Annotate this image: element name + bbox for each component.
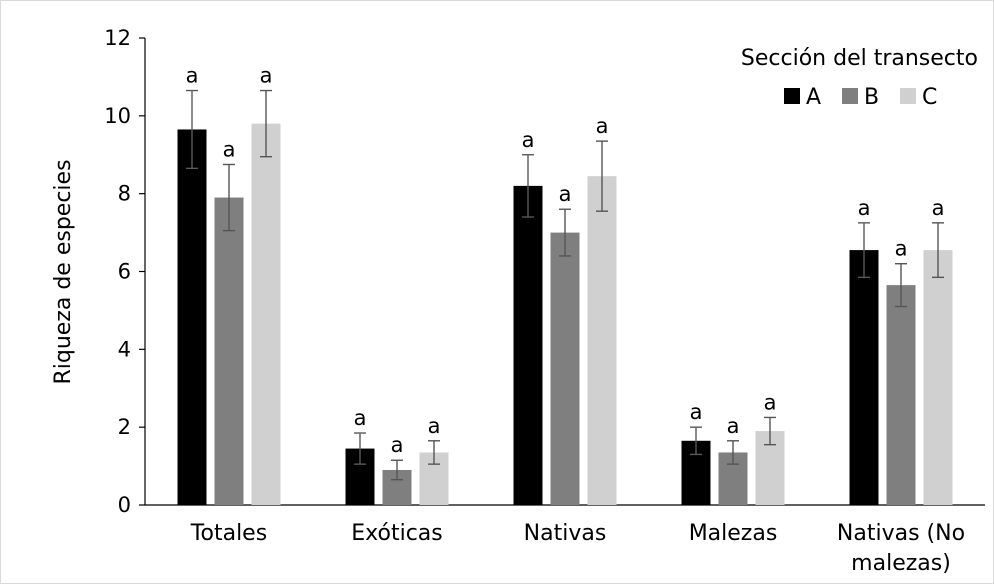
significance-label: a [559,182,572,206]
y-tick-label: 12 [104,26,131,50]
significance-label: a [727,414,740,438]
legend-swatch [784,88,800,104]
x-category-label: malezas) [851,551,951,576]
bar [886,285,916,505]
significance-label: a [223,137,236,161]
significance-label: a [354,406,367,430]
significance-label: a [391,433,404,457]
significance-label: a [260,64,273,88]
legend-label: A [806,85,821,110]
bar [923,250,953,505]
x-category-label: Nativas [524,521,607,546]
significance-label: a [690,400,703,424]
legend-swatch [842,88,858,104]
bar [550,232,580,506]
y-tick-label: 6 [118,260,131,284]
legend-label: C [922,85,937,110]
bar [849,250,879,505]
legend: A B C [784,85,937,110]
significance-label: a [596,114,609,138]
legend-swatch [900,88,916,104]
significance-label: a [895,237,908,261]
bar [513,185,543,505]
axes: 0 2 4 6 8 10 12 Totales Exóticas Nativas Malezas Na… [104,26,985,576]
x-category-label: Totales [190,521,267,546]
significance-label: a [764,390,777,414]
x-category-label: Nativas (No [837,521,965,546]
bar [251,123,281,505]
bar [587,176,617,505]
y-tick-label: 2 [118,415,131,439]
y-tick-label: 4 [118,337,131,361]
y-tick-label: 8 [118,182,131,206]
legend-label: B [864,85,879,110]
bar [177,129,207,505]
legend-title: Sección del transecto [741,46,978,71]
x-category-label: Exóticas [351,521,442,546]
significance-label: a [428,414,441,438]
y-tick-label: 0 [118,493,131,517]
y-axis-label: Riqueza de especies [51,159,76,384]
significance-label: a [522,128,535,152]
y-tick-label: 10 [104,104,131,128]
significance-label: a [932,196,945,220]
significance-label: a [186,64,199,88]
x-category-label: Malezas [689,521,778,546]
significance-label: a [858,196,871,220]
bar [214,197,244,505]
